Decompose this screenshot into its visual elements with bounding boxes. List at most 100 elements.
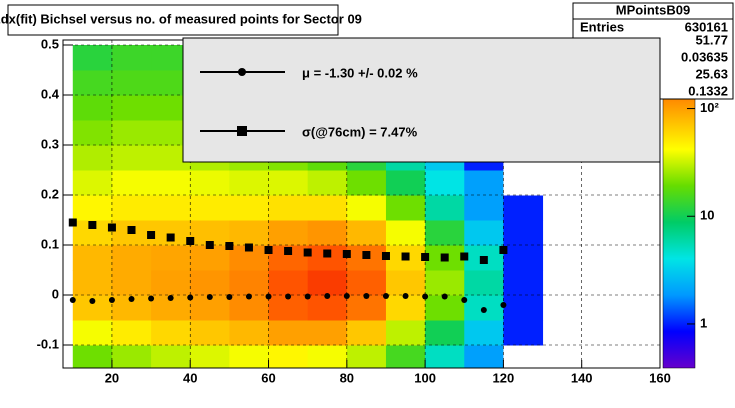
profile-point [127,226,136,234]
profile-point [166,233,175,242]
x-tick-label: 160 [649,370,671,385]
heatmap-cell [111,320,152,346]
heatmap-cell [111,45,152,71]
heatmap-cell [151,345,191,368]
heatmap-cell [72,45,113,71]
heatmap-cell [268,320,309,346]
profile-point [265,293,272,300]
profile-point [244,243,253,252]
heatmap-cell [190,170,230,196]
profile-point [225,242,234,250]
heatmap-cell [464,170,504,196]
heatmap-cell [307,320,348,346]
heatmap-cell [307,295,348,321]
heatmap-cell [229,345,270,368]
profile-point [362,251,371,259]
heatmap-cell [346,170,387,196]
profile-point [461,297,468,303]
heatmap-cell [425,170,465,196]
chart-title: dEdx(fit) Bichsel versus no. of measured… [0,11,362,26]
heatmap-cell [190,245,230,271]
heatmap-cell [346,195,387,221]
y-tick-label: 0.5 [41,36,59,51]
heatmap-cell [346,295,387,321]
profile-point [68,218,77,227]
heatmap-cell [111,170,152,196]
heatmap-cell [151,245,191,271]
heatmap-cell [190,270,230,296]
heatmap-cell [229,270,270,296]
legend-label: σ(@76cm) = 7.47% [302,124,418,139]
heatmap-cell [503,245,544,271]
heatmap-cell [72,195,113,221]
heatmap-cell [464,220,504,246]
profile-point [499,246,508,254]
profile-point [401,252,410,261]
profile-point [187,294,194,301]
legend-box [182,37,661,163]
heatmap-cell [72,245,113,271]
heatmap-cell [503,220,544,246]
heatmap-cell [425,345,465,368]
heatmap-cell [464,320,504,346]
profile-point [284,247,293,255]
heatmap-cell [425,195,465,221]
legend-label: μ = -1.30 +/- 0.02 % [302,65,418,80]
colorbar-tick-label: 10² [700,100,719,115]
stats-value: 25.63 [695,66,728,81]
profile-point [88,221,97,229]
heatmap-cell [385,320,426,346]
profile-point [69,297,76,303]
heatmap-cell [72,95,113,121]
profile-point [186,237,195,245]
profile-point [421,253,430,261]
heatmap-cell [346,220,387,246]
stats-label: Entries [580,19,624,34]
heatmap-cell [111,145,152,171]
heatmap-cell [346,320,387,346]
heatmap-cell [425,220,465,246]
heatmap-cell [111,70,152,96]
title-box [7,4,339,36]
x-tick-label: 60 [261,370,275,385]
colorbar-tick-label: 10 [700,208,714,223]
heatmap-cell [229,320,270,346]
heatmap-cell [425,270,465,296]
heatmap-cell [503,270,544,296]
profile-point [108,297,115,303]
profile-point [402,293,409,299]
x-tick-label: 120 [493,370,515,385]
profiles [68,218,508,313]
x-tick-label: 100 [414,370,436,385]
profile-point [342,250,351,258]
stats-value: 0.03635 [681,49,728,64]
heatmap-cell [503,320,544,346]
heatmap-cell [72,345,113,368]
y-tick-label: 0.4 [41,86,60,101]
heatmap-cell [151,270,191,296]
profile-point [148,295,155,302]
heatmap-cell [503,170,544,196]
stats-title: MPointsB09 [616,2,690,17]
x-tick-label: 80 [340,370,354,385]
profile-point [479,256,488,264]
profile-point [205,241,214,249]
heatmap-cell [72,145,113,171]
heatmap-cell [268,195,309,221]
y-tick-label: 0.1 [41,236,59,251]
profile-point [167,295,174,301]
profile-point [323,249,332,258]
heatmap-cell [151,220,191,246]
heatmap-cell [72,70,113,96]
heatmap-cell [307,245,348,271]
stats-value: 51.77 [695,32,728,47]
heatmap-cell [111,245,152,271]
heatmap-cell [464,345,504,368]
heatmap-cell [307,170,348,196]
profile-point [89,298,96,304]
heatmap-cell [151,320,191,346]
stats-value: 630161 [685,19,728,34]
heatmap-cell [385,270,426,296]
y-tick-label: 0.2 [41,186,59,201]
